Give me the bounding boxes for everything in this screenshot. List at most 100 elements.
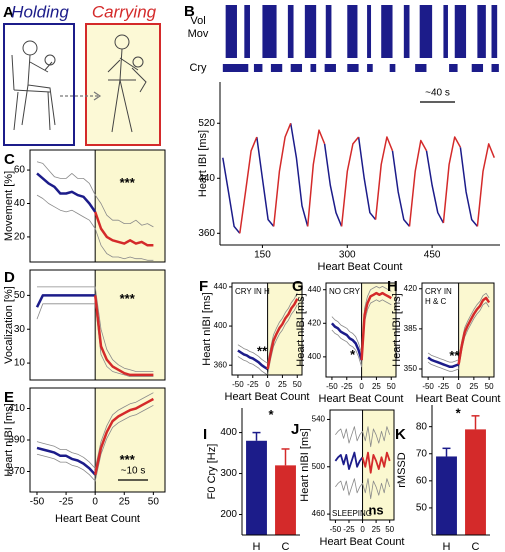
significance: * [456, 406, 462, 421]
cry-event [310, 64, 317, 72]
significance: * [350, 347, 356, 362]
shaded-region [95, 150, 165, 262]
cry-event [367, 64, 373, 72]
panel-letter: E [4, 389, 14, 406]
y-tick-label: 60 [14, 165, 26, 176]
x-tick-label: 0 [265, 380, 270, 389]
x-tick-label: -50 [422, 382, 434, 391]
y-axis-label: F0 Cry [Hz] [206, 444, 218, 500]
scale-bar-label: ~10 s [121, 466, 146, 477]
holding-frame [3, 23, 75, 146]
inset-label: NO CRY [329, 287, 361, 296]
series-line [35, 294, 96, 308]
vocal-movement-event [491, 5, 498, 58]
panel-letter: F [199, 278, 208, 295]
x-tick-label: 25 [372, 525, 381, 534]
panel-letter: K [395, 426, 406, 443]
y-tick-label: 400 [308, 352, 322, 361]
x-tick-label: -25 [343, 525, 355, 534]
x-tick-label: -25 [59, 497, 74, 508]
x-tick-label: 0 [456, 382, 461, 391]
y-axis-label: Heart nIBI [ms] [295, 293, 307, 366]
x-axis-label: Heart Beat Count [416, 393, 501, 405]
vocal-movement-event [443, 5, 448, 58]
vocal-movement-event [419, 5, 433, 58]
vocal-movement-event [454, 5, 467, 58]
x-tick-label: 50 [148, 497, 160, 508]
y-tick-label: 410 [8, 403, 25, 414]
y-tick-label: 500 [312, 462, 326, 471]
x-tick-label: -50 [30, 497, 45, 508]
strip-label: Vol [190, 15, 205, 27]
y-axis-label: Heart nIBI [ms] [201, 292, 213, 365]
y-tick-label: 370 [8, 466, 25, 477]
x-tick-label: 25 [469, 382, 478, 391]
plot-frame [329, 409, 395, 521]
y-tick-label: 80 [416, 421, 428, 432]
vocal-movement-event [244, 5, 250, 58]
x-tick-label: -25 [247, 380, 259, 389]
series-line [36, 404, 154, 482]
vocal-movement-event [325, 5, 332, 58]
x-tick-label: 450 [424, 250, 441, 261]
cry-event [389, 64, 396, 72]
y-tick-label: 385 [404, 324, 418, 333]
holding-sketch [11, 40, 56, 131]
cry-event [324, 64, 336, 72]
cry-label: Cry [189, 62, 207, 74]
series-line [427, 356, 460, 368]
cry-event [290, 64, 303, 72]
y-tick-label: 20 [14, 232, 26, 243]
vocal-movement-event [287, 5, 294, 58]
carrying-sketch [107, 34, 147, 133]
series-line [36, 392, 154, 469]
panel-a: A Holding Carrying [3, 2, 161, 146]
panel-letter: H [387, 278, 398, 295]
x-tick-label: H [443, 541, 451, 552]
x-tick-label: H [253, 541, 261, 552]
cry-event [270, 64, 283, 72]
y-axis-label: Movement [%] [3, 171, 15, 241]
series-line [330, 322, 363, 361]
panel-letter: I [203, 426, 207, 443]
x-tick-label: 25 [119, 497, 131, 508]
x-axis-label: Heart Beat Count [225, 391, 310, 403]
scale-bar-label: ~40 s [425, 88, 450, 99]
plot-frame [29, 387, 166, 493]
y-tick-label: 50 [14, 290, 26, 301]
y-tick-label: 440 [198, 173, 215, 184]
significance: * [268, 407, 274, 422]
plot-frame [29, 149, 166, 263]
y-axis-label: Heart nIBI [ms] [299, 428, 311, 501]
series-line [361, 451, 391, 474]
strip-label: Mov [188, 28, 209, 40]
x-tick-label: 50 [293, 380, 302, 389]
inset-label: H & C [425, 297, 447, 306]
series-line [36, 172, 97, 213]
panel-letter: C [4, 151, 15, 168]
y-tick-label: 360 [214, 360, 228, 369]
y-tick-label: 390 [8, 435, 25, 446]
series-line [94, 211, 154, 247]
holding-title: Holding [11, 2, 69, 21]
series-line [36, 446, 97, 476]
x-tick-label: -25 [438, 382, 450, 391]
cry-event [449, 64, 458, 72]
panel-letter: B [184, 3, 195, 20]
carrying-title: Carrying [92, 2, 157, 21]
cry-event [415, 64, 427, 72]
vocal-movement-event [403, 5, 410, 58]
significance: *** [120, 175, 136, 190]
inset-label: CRY IN H [235, 287, 270, 296]
vocal-movement-event [381, 5, 393, 58]
y-tick-label: 440 [214, 282, 228, 291]
y-tick-label: 400 [214, 321, 228, 330]
significance: *** [120, 452, 136, 467]
series-line [237, 349, 269, 371]
x-tick-label: 0 [360, 525, 365, 534]
panel-letter: D [4, 269, 15, 286]
x-tick-label: 50 [485, 382, 494, 391]
cry-event [471, 64, 484, 72]
vocal-movement-event [225, 5, 237, 58]
